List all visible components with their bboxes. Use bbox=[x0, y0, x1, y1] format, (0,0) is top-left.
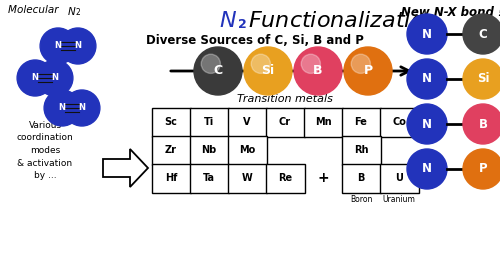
Text: Nb: Nb bbox=[202, 145, 216, 155]
Text: Ta: Ta bbox=[203, 173, 215, 183]
Text: P: P bbox=[364, 65, 372, 78]
Text: Various
coordination
modes
& activation
by ...: Various coordination modes & activation … bbox=[16, 121, 74, 180]
FancyBboxPatch shape bbox=[228, 135, 266, 165]
Text: B: B bbox=[358, 173, 364, 183]
Text: Transition metals: Transition metals bbox=[237, 94, 333, 104]
FancyBboxPatch shape bbox=[380, 108, 418, 136]
Text: N: N bbox=[54, 41, 62, 50]
Text: 2: 2 bbox=[76, 8, 81, 17]
Text: B: B bbox=[478, 118, 488, 131]
Text: B: B bbox=[313, 65, 323, 78]
FancyBboxPatch shape bbox=[190, 164, 228, 193]
Circle shape bbox=[463, 149, 500, 189]
FancyBboxPatch shape bbox=[152, 164, 190, 193]
Text: V: V bbox=[243, 117, 251, 127]
Circle shape bbox=[463, 14, 500, 54]
Text: N: N bbox=[422, 118, 432, 131]
Text: Ti: Ti bbox=[204, 117, 214, 127]
Text: Molecular: Molecular bbox=[8, 5, 62, 15]
FancyBboxPatch shape bbox=[266, 164, 304, 193]
Text: Cr: Cr bbox=[279, 117, 291, 127]
Text: N: N bbox=[52, 73, 59, 82]
Text: Re: Re bbox=[278, 173, 292, 183]
Circle shape bbox=[37, 60, 73, 96]
Text: N: N bbox=[74, 41, 82, 50]
Circle shape bbox=[463, 104, 500, 144]
Text: C: C bbox=[478, 27, 488, 40]
Circle shape bbox=[294, 47, 342, 95]
Text: 2: 2 bbox=[238, 18, 247, 31]
FancyBboxPatch shape bbox=[152, 135, 190, 165]
Circle shape bbox=[194, 47, 242, 95]
FancyBboxPatch shape bbox=[190, 108, 228, 136]
Circle shape bbox=[40, 28, 76, 64]
Circle shape bbox=[201, 54, 220, 73]
Circle shape bbox=[407, 59, 447, 99]
Text: N: N bbox=[32, 73, 38, 82]
Text: Co: Co bbox=[392, 117, 406, 127]
Circle shape bbox=[44, 90, 80, 126]
Circle shape bbox=[301, 54, 320, 73]
Circle shape bbox=[344, 47, 392, 95]
Text: Boron: Boron bbox=[350, 195, 372, 204]
Circle shape bbox=[17, 60, 53, 96]
Text: $\mathit{N}$: $\mathit{N}$ bbox=[219, 11, 237, 31]
Polygon shape bbox=[103, 149, 148, 187]
Circle shape bbox=[351, 54, 370, 73]
Circle shape bbox=[407, 149, 447, 189]
Text: $\mathit{N}$: $\mathit{N}$ bbox=[67, 5, 76, 17]
Text: Si: Si bbox=[262, 65, 274, 78]
Text: N: N bbox=[422, 72, 432, 86]
FancyBboxPatch shape bbox=[342, 108, 380, 136]
Text: Uranium: Uranium bbox=[382, 195, 416, 204]
Text: N: N bbox=[78, 103, 86, 112]
Circle shape bbox=[463, 59, 500, 99]
FancyBboxPatch shape bbox=[190, 135, 228, 165]
FancyBboxPatch shape bbox=[266, 108, 304, 136]
FancyBboxPatch shape bbox=[228, 164, 266, 193]
Text: Si: Si bbox=[477, 72, 489, 86]
Circle shape bbox=[407, 104, 447, 144]
Text: P: P bbox=[478, 163, 488, 176]
Text: Hf: Hf bbox=[165, 173, 177, 183]
Circle shape bbox=[60, 28, 96, 64]
Text: N: N bbox=[422, 27, 432, 40]
Text: Sc: Sc bbox=[164, 117, 177, 127]
Text: N: N bbox=[58, 103, 66, 112]
Text: Mo: Mo bbox=[239, 145, 255, 155]
FancyBboxPatch shape bbox=[304, 108, 343, 136]
Text: U: U bbox=[395, 173, 403, 183]
Circle shape bbox=[244, 47, 292, 95]
Text: C: C bbox=[214, 65, 222, 78]
Text: Mn: Mn bbox=[314, 117, 332, 127]
FancyBboxPatch shape bbox=[380, 164, 418, 193]
Text: Zr: Zr bbox=[165, 145, 177, 155]
Text: Fe: Fe bbox=[354, 117, 368, 127]
FancyBboxPatch shape bbox=[342, 164, 380, 193]
Circle shape bbox=[251, 54, 270, 73]
Circle shape bbox=[64, 90, 100, 126]
Circle shape bbox=[407, 14, 447, 54]
FancyBboxPatch shape bbox=[152, 108, 190, 136]
FancyBboxPatch shape bbox=[342, 135, 380, 165]
Text: Rh: Rh bbox=[354, 145, 368, 155]
Text: $\mathit{Functionalization}$: $\mathit{Functionalization}$ bbox=[248, 11, 438, 31]
Text: Diverse Sources of C, Si, B and P: Diverse Sources of C, Si, B and P bbox=[146, 34, 364, 47]
Text: N: N bbox=[422, 163, 432, 176]
FancyBboxPatch shape bbox=[228, 108, 266, 136]
Text: W: W bbox=[242, 173, 252, 183]
Text: New N-X bond !!: New N-X bond !! bbox=[401, 6, 500, 19]
Text: +: + bbox=[317, 171, 329, 185]
